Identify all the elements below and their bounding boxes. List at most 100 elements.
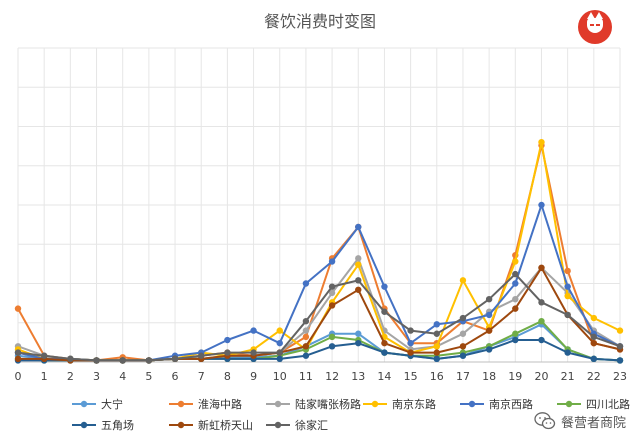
x-tick-label: 2 bbox=[67, 370, 74, 383]
legend-label: 五角场 bbox=[101, 418, 134, 432]
legend-marker bbox=[177, 421, 185, 429]
data-point bbox=[433, 330, 440, 337]
data-point bbox=[14, 355, 22, 363]
data-point bbox=[302, 343, 310, 350]
x-tick-label: 8 bbox=[224, 370, 231, 383]
data-point bbox=[459, 277, 467, 284]
data-point bbox=[40, 352, 48, 359]
data-point bbox=[538, 264, 545, 271]
data-point bbox=[328, 258, 336, 265]
legend-item: 大宁 bbox=[72, 397, 123, 411]
x-tick-label: 14 bbox=[377, 370, 391, 383]
data-point bbox=[564, 283, 571, 290]
data-point bbox=[381, 349, 388, 356]
data-point bbox=[485, 327, 493, 334]
legend-marker bbox=[177, 400, 185, 408]
data-point bbox=[302, 352, 310, 359]
legend-item: 南京西路 bbox=[460, 397, 533, 411]
data-point bbox=[355, 286, 362, 293]
data-point bbox=[328, 302, 336, 309]
data-point bbox=[564, 267, 571, 275]
data-point bbox=[276, 327, 283, 334]
data-point bbox=[616, 327, 624, 334]
legend-marker bbox=[274, 400, 282, 408]
series-line bbox=[17, 273, 621, 362]
data-point bbox=[538, 317, 545, 325]
x-tick-label: 22 bbox=[587, 370, 601, 383]
data-point bbox=[276, 355, 283, 363]
data-point bbox=[433, 355, 440, 363]
x-tick-label: 9 bbox=[250, 370, 257, 383]
x-tick-label: 5 bbox=[145, 370, 152, 383]
data-point bbox=[512, 336, 519, 344]
data-point bbox=[590, 339, 598, 347]
data-point bbox=[459, 343, 467, 350]
data-point bbox=[407, 327, 414, 334]
legend-item: 徐家汇 bbox=[266, 418, 328, 432]
data-point bbox=[564, 292, 571, 300]
x-tick-label: 4 bbox=[119, 370, 126, 383]
data-point bbox=[224, 336, 231, 344]
x-tick-label: 19 bbox=[508, 370, 522, 383]
data-point bbox=[302, 280, 310, 287]
x-tick-label: 15 bbox=[404, 370, 418, 383]
data-point bbox=[250, 327, 257, 334]
x-tick-label: 1 bbox=[41, 370, 48, 383]
data-point bbox=[407, 349, 414, 356]
data-point bbox=[250, 349, 257, 356]
data-point bbox=[564, 311, 571, 319]
data-point bbox=[14, 349, 22, 356]
data-point bbox=[459, 352, 467, 359]
series-8 bbox=[14, 270, 624, 364]
x-tick-label: 0 bbox=[15, 370, 22, 383]
data-point bbox=[485, 346, 493, 353]
x-tick-label: 13 bbox=[351, 370, 365, 383]
x-tick-label: 16 bbox=[430, 370, 444, 383]
data-point bbox=[302, 317, 310, 325]
data-point bbox=[302, 333, 310, 341]
data-point bbox=[381, 283, 388, 290]
legend-marker bbox=[80, 400, 88, 408]
data-point bbox=[433, 343, 440, 350]
legend-marker bbox=[80, 421, 88, 429]
data-point bbox=[328, 289, 336, 297]
data-point bbox=[328, 343, 336, 350]
legend-item: 四川北路 bbox=[557, 398, 630, 411]
data-point bbox=[381, 339, 388, 347]
legend-marker bbox=[468, 400, 476, 408]
data-point bbox=[328, 333, 336, 341]
legend-item: 五角场 bbox=[72, 418, 134, 432]
legend-label: 徐家汇 bbox=[295, 418, 328, 432]
data-point bbox=[538, 336, 545, 344]
legend-label: 陆家嘴张杨路 bbox=[295, 397, 361, 411]
data-point bbox=[512, 305, 519, 312]
x-tick-label: 23 bbox=[613, 370, 627, 383]
chart-title: 餐饮消费时变图 bbox=[264, 12, 376, 31]
data-point bbox=[485, 311, 493, 319]
x-tick-label: 21 bbox=[561, 370, 575, 383]
legend-label: 南京西路 bbox=[489, 397, 533, 411]
data-point bbox=[459, 314, 467, 322]
data-point bbox=[433, 321, 440, 328]
x-tick-label: 20 bbox=[534, 370, 548, 383]
legend-marker bbox=[371, 400, 379, 408]
legend-label: 淮海中路 bbox=[198, 397, 242, 411]
data-point bbox=[14, 305, 22, 312]
data-point bbox=[171, 355, 179, 363]
x-tick-label: 12 bbox=[325, 370, 339, 383]
wechat-icon bbox=[534, 412, 556, 430]
data-point bbox=[145, 357, 153, 364]
data-point bbox=[355, 330, 362, 337]
data-point bbox=[512, 330, 519, 337]
data-point bbox=[590, 333, 598, 341]
data-point bbox=[564, 349, 571, 356]
data-point bbox=[355, 277, 362, 284]
watermark-text: 餐营者商院 bbox=[560, 415, 626, 431]
x-tick-label: 3 bbox=[93, 370, 100, 383]
legend-item: 南京东路 bbox=[363, 397, 436, 411]
series-1 bbox=[14, 142, 624, 364]
legend-marker bbox=[565, 400, 573, 408]
data-point bbox=[512, 258, 519, 265]
data-point bbox=[355, 261, 362, 268]
